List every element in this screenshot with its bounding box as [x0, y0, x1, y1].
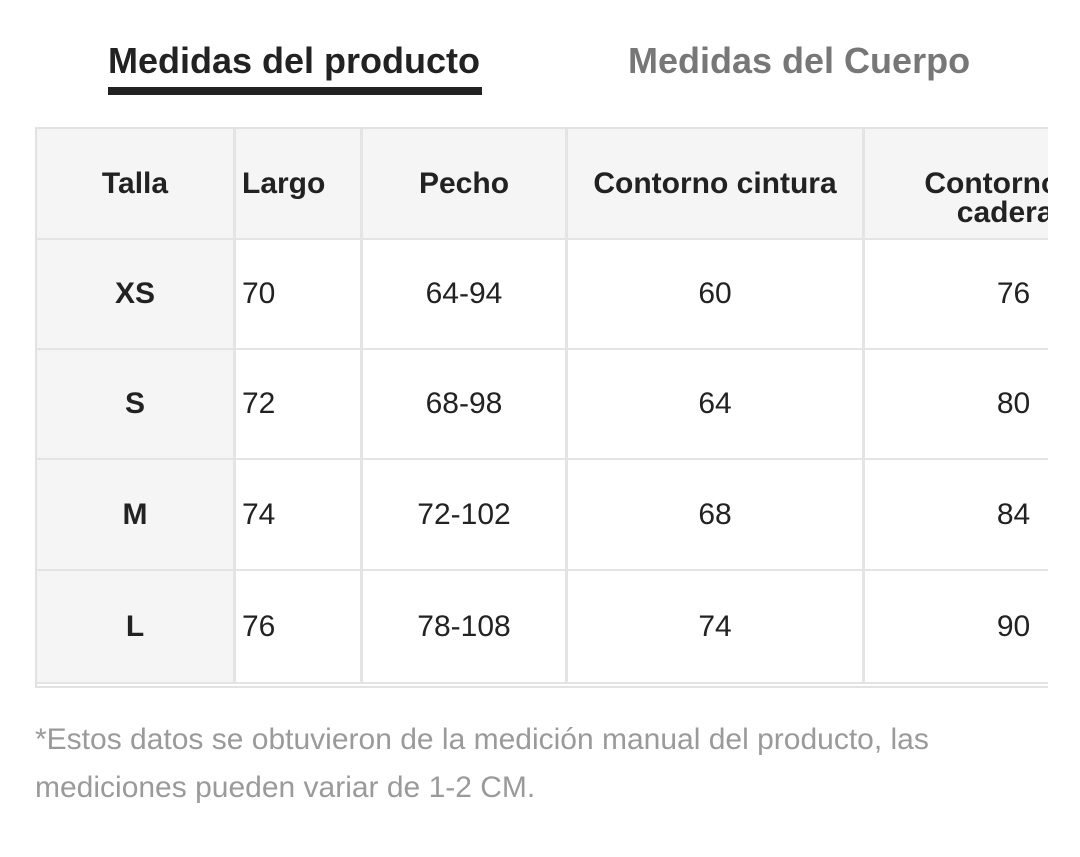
table-cell: 72-102: [363, 460, 568, 571]
table-cell: 68-98: [363, 350, 568, 460]
size-label: XS: [37, 240, 236, 350]
column-header: Contorno de caderas: [865, 129, 1048, 240]
table-cell: 80: [865, 350, 1048, 460]
column-header: Largo: [236, 129, 363, 240]
table-cell: 74: [568, 571, 865, 684]
tab-active[interactable]: Medidas del producto: [108, 40, 481, 81]
column-header: Contorno cintura: [568, 129, 865, 240]
column-header: Pecho: [363, 129, 568, 240]
tab[interactable]: Medidas del Cuerpo: [628, 40, 971, 81]
table-cell: 64-94: [363, 240, 568, 350]
table-cell: 72: [236, 350, 363, 460]
table-cell: 90: [865, 571, 1048, 684]
table-cell: 64: [568, 350, 865, 460]
table-cell: 76: [236, 571, 363, 684]
footnote: *Estos datos se obtuvieron de la medició…: [35, 723, 929, 804]
table-cell: 70: [236, 240, 363, 350]
table-cell: 84: [865, 460, 1048, 571]
size-label: M: [37, 460, 236, 571]
tab-underline: [108, 87, 482, 95]
table-cell: 78-108: [363, 571, 568, 684]
table-cell: 74: [236, 460, 363, 571]
table-cell: 68: [568, 460, 865, 571]
table-cell: 60: [568, 240, 865, 350]
size-label: S: [37, 350, 236, 460]
size-table: Talla Largo Pecho Contorno cintura Contorno …: [35, 127, 1048, 688]
column-header: Talla: [37, 129, 236, 240]
table-cell: 76: [865, 240, 1048, 350]
size-label: L: [37, 571, 236, 684]
